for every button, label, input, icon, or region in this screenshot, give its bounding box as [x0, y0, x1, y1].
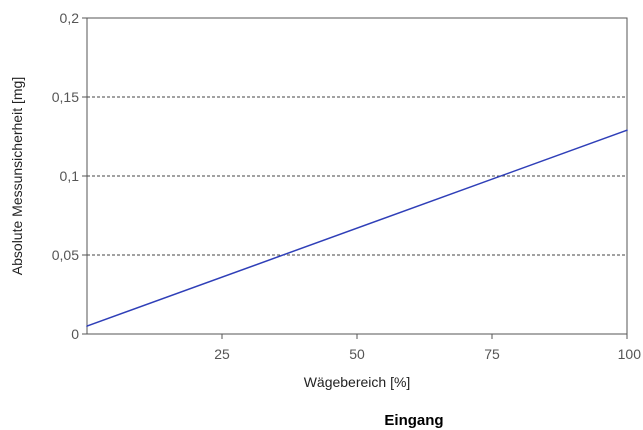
- chart-caption: Eingang: [384, 412, 443, 429]
- series-layer: [86, 129, 628, 327]
- y-tick-label: 0: [71, 326, 79, 342]
- data-point: [626, 129, 628, 131]
- y-tick-label: 0,15: [52, 89, 79, 105]
- x-tick-label: 50: [349, 346, 365, 362]
- x-axis-label: Wägebereich [%]: [304, 374, 411, 390]
- y-axis-label: Absolute Messunsicherheit [mg]: [9, 77, 25, 275]
- x-tick-label: 25: [214, 346, 230, 362]
- grid-lines: [87, 96, 627, 256]
- y-tick-label: 0,2: [60, 10, 80, 26]
- series-line: [86, 129, 628, 327]
- y-axis-ticks: 0 0,05 0,1 0,15 0,2: [52, 10, 87, 342]
- y-tick-label: 0,1: [60, 168, 80, 184]
- x-tick-label: 100: [618, 346, 642, 362]
- data-point: [86, 325, 88, 327]
- x-tick-label: 75: [484, 346, 500, 362]
- x-axis-ticks: 25 50 75 100: [214, 334, 641, 362]
- y-tick-label: 0,05: [52, 247, 79, 263]
